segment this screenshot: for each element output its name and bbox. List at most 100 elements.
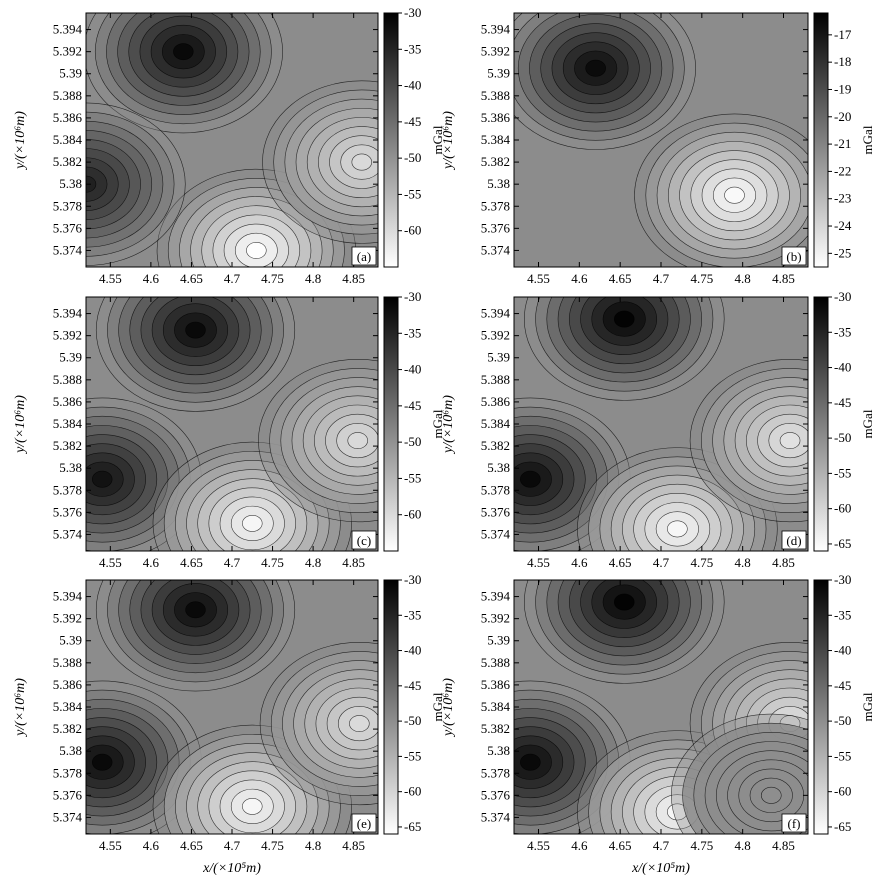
contour-band [520, 470, 541, 488]
y-tick-label: 5.384 [53, 132, 83, 147]
colorbar-tick-label: -45 [404, 114, 421, 129]
y-tick-label: 5.376 [481, 504, 511, 519]
x-tick-label: 4.85 [772, 555, 795, 570]
y-tick-label: 5.38 [487, 743, 510, 758]
y-tick-label: 5.38 [59, 743, 82, 758]
panel-tag-box [781, 530, 807, 550]
y-tick-label: 5.384 [481, 132, 511, 147]
colorbar-tick-label: -35 [834, 607, 851, 622]
colorbar-tick-label: -35 [404, 607, 421, 622]
x-tick-label: 4.75 [690, 838, 713, 853]
x-tick-label: 4.85 [342, 555, 365, 570]
contour-band [351, 153, 373, 171]
x-tick-label: 4.65 [609, 838, 632, 853]
y-tick-label: 5.39 [59, 633, 82, 648]
y-tick-label: 5.374 [481, 809, 511, 824]
x-tick-label: 4.55 [527, 555, 550, 570]
x-axis-title: x/(×10⁵m) [631, 861, 690, 876]
colorbar-tick-label: -35 [404, 41, 421, 56]
x-tick-label: 4.6 [143, 555, 160, 570]
colorbar-tick-label: -60 [404, 507, 421, 522]
x-tick-label: 4.85 [772, 271, 795, 286]
colorbar-tick-label: -55 [404, 470, 421, 485]
colorbar-tick-label: -45 [834, 395, 851, 410]
x-tick-label: 4.75 [690, 271, 713, 286]
y-tick-label: 5.388 [481, 372, 510, 387]
colorbar-tick-label: -19 [834, 81, 851, 96]
y-tick-label: 5.378 [53, 198, 82, 213]
y-tick-label: 5.376 [53, 504, 83, 519]
x-tick-label: 4.6 [143, 271, 160, 286]
colorbar [383, 296, 399, 552]
y-tick-label: 5.382 [53, 154, 82, 169]
y-tick-label: 5.384 [53, 699, 83, 714]
contour-band [86, 166, 108, 202]
x-tick-label: 4.75 [261, 271, 284, 286]
x-tick-label: 4.7 [224, 271, 241, 286]
y-tick-label: 5.392 [53, 611, 82, 626]
y-tick-label: 5.392 [481, 328, 510, 343]
panel-e: 4.55 4.6 4.65 4.7 4.75 4.8 4.85 5.394 5.392 5.39 5… [13, 572, 445, 876]
y-tick-label: 5.38 [487, 460, 510, 475]
colorbar-tick-label: -25 [834, 245, 851, 260]
colorbar-tick-label: -30 [834, 289, 851, 304]
x-tick-label: 4.8 [305, 555, 321, 570]
colorbar-tick-label: -65 [834, 819, 851, 834]
y-tick-label: 5.386 [53, 394, 83, 409]
x-tick-label: 4.8 [305, 838, 321, 853]
heatmap-f [514, 580, 808, 834]
x-tick-label: 4.8 [735, 271, 751, 286]
x-tick-label: 4.7 [224, 838, 241, 853]
contour-band [760, 786, 782, 804]
colorbar-tick-label: -55 [834, 465, 851, 480]
colorbar-tick-label: -35 [404, 325, 421, 340]
panel-tag: (f) [788, 816, 801, 831]
contour-band [91, 470, 113, 488]
colorbar-tick-label: -40 [404, 362, 421, 377]
x-tick-label: 4.6 [571, 555, 588, 570]
colorbar [813, 12, 829, 268]
contour-band [173, 43, 194, 61]
y-tick-label: 5.382 [481, 438, 510, 453]
x-tick-label: 4.55 [99, 838, 122, 853]
y-tick-label: 5.382 [53, 721, 82, 736]
contour-band [613, 593, 635, 611]
heatmap-d [514, 297, 808, 551]
y-tick-label: 5.374 [53, 526, 83, 541]
colorbar-tick-label: -30 [834, 572, 851, 587]
x-tick-label: 4.65 [180, 271, 203, 286]
panel-tag-box [351, 813, 377, 833]
y-tick-label: 5.388 [53, 88, 82, 103]
y-tick-label: 5.384 [53, 416, 83, 431]
x-tick-label: 4.85 [772, 838, 795, 853]
y-tick-label: 5.394 [53, 589, 83, 604]
contour-band [91, 753, 113, 771]
colorbar-tick-label: -50 [404, 713, 421, 728]
colorbar-tick-label: -40 [834, 643, 851, 658]
colorbar-tick-label: -55 [404, 186, 421, 201]
panel-tag: (d) [786, 533, 801, 548]
y-tick-label: 5.378 [481, 482, 510, 497]
colorbar-tick-label: -45 [404, 678, 421, 693]
y-tick-label: 5.392 [481, 44, 510, 59]
colorbar-tick-label: -50 [404, 150, 421, 165]
y-tick-label: 5.394 [53, 306, 83, 321]
panel-b: 4.55 4.6 4.65 4.7 4.75 4.8 4.85 5.394 5.392 5.39 5… [441, 12, 875, 286]
y-tick-label: 5.378 [53, 482, 82, 497]
y-axis-title: y/(×10⁶m) [13, 111, 28, 171]
heatmap-a [86, 13, 378, 267]
colorbar-tick-label: -65 [404, 819, 421, 834]
x-tick-label: 4.7 [653, 555, 670, 570]
colorbar-unit-label: mGal [430, 692, 445, 721]
colorbar-tick-label: -60 [404, 223, 421, 238]
x-tick-label: 4.7 [653, 838, 670, 853]
y-tick-label: 5.392 [481, 611, 510, 626]
x-tick-label: 4.65 [609, 555, 632, 570]
x-tick-label: 4.55 [99, 271, 122, 286]
panel-d: 4.55 4.6 4.65 4.7 4.75 4.8 4.85 5.394 5.392 5.39 5… [441, 289, 875, 570]
x-tick-label: 4.75 [261, 838, 284, 853]
colorbar-tick-label: -30 [404, 289, 421, 304]
y-tick-label: 5.39 [487, 350, 510, 365]
contour-band [520, 753, 541, 771]
x-tick-label: 4.85 [342, 838, 365, 853]
